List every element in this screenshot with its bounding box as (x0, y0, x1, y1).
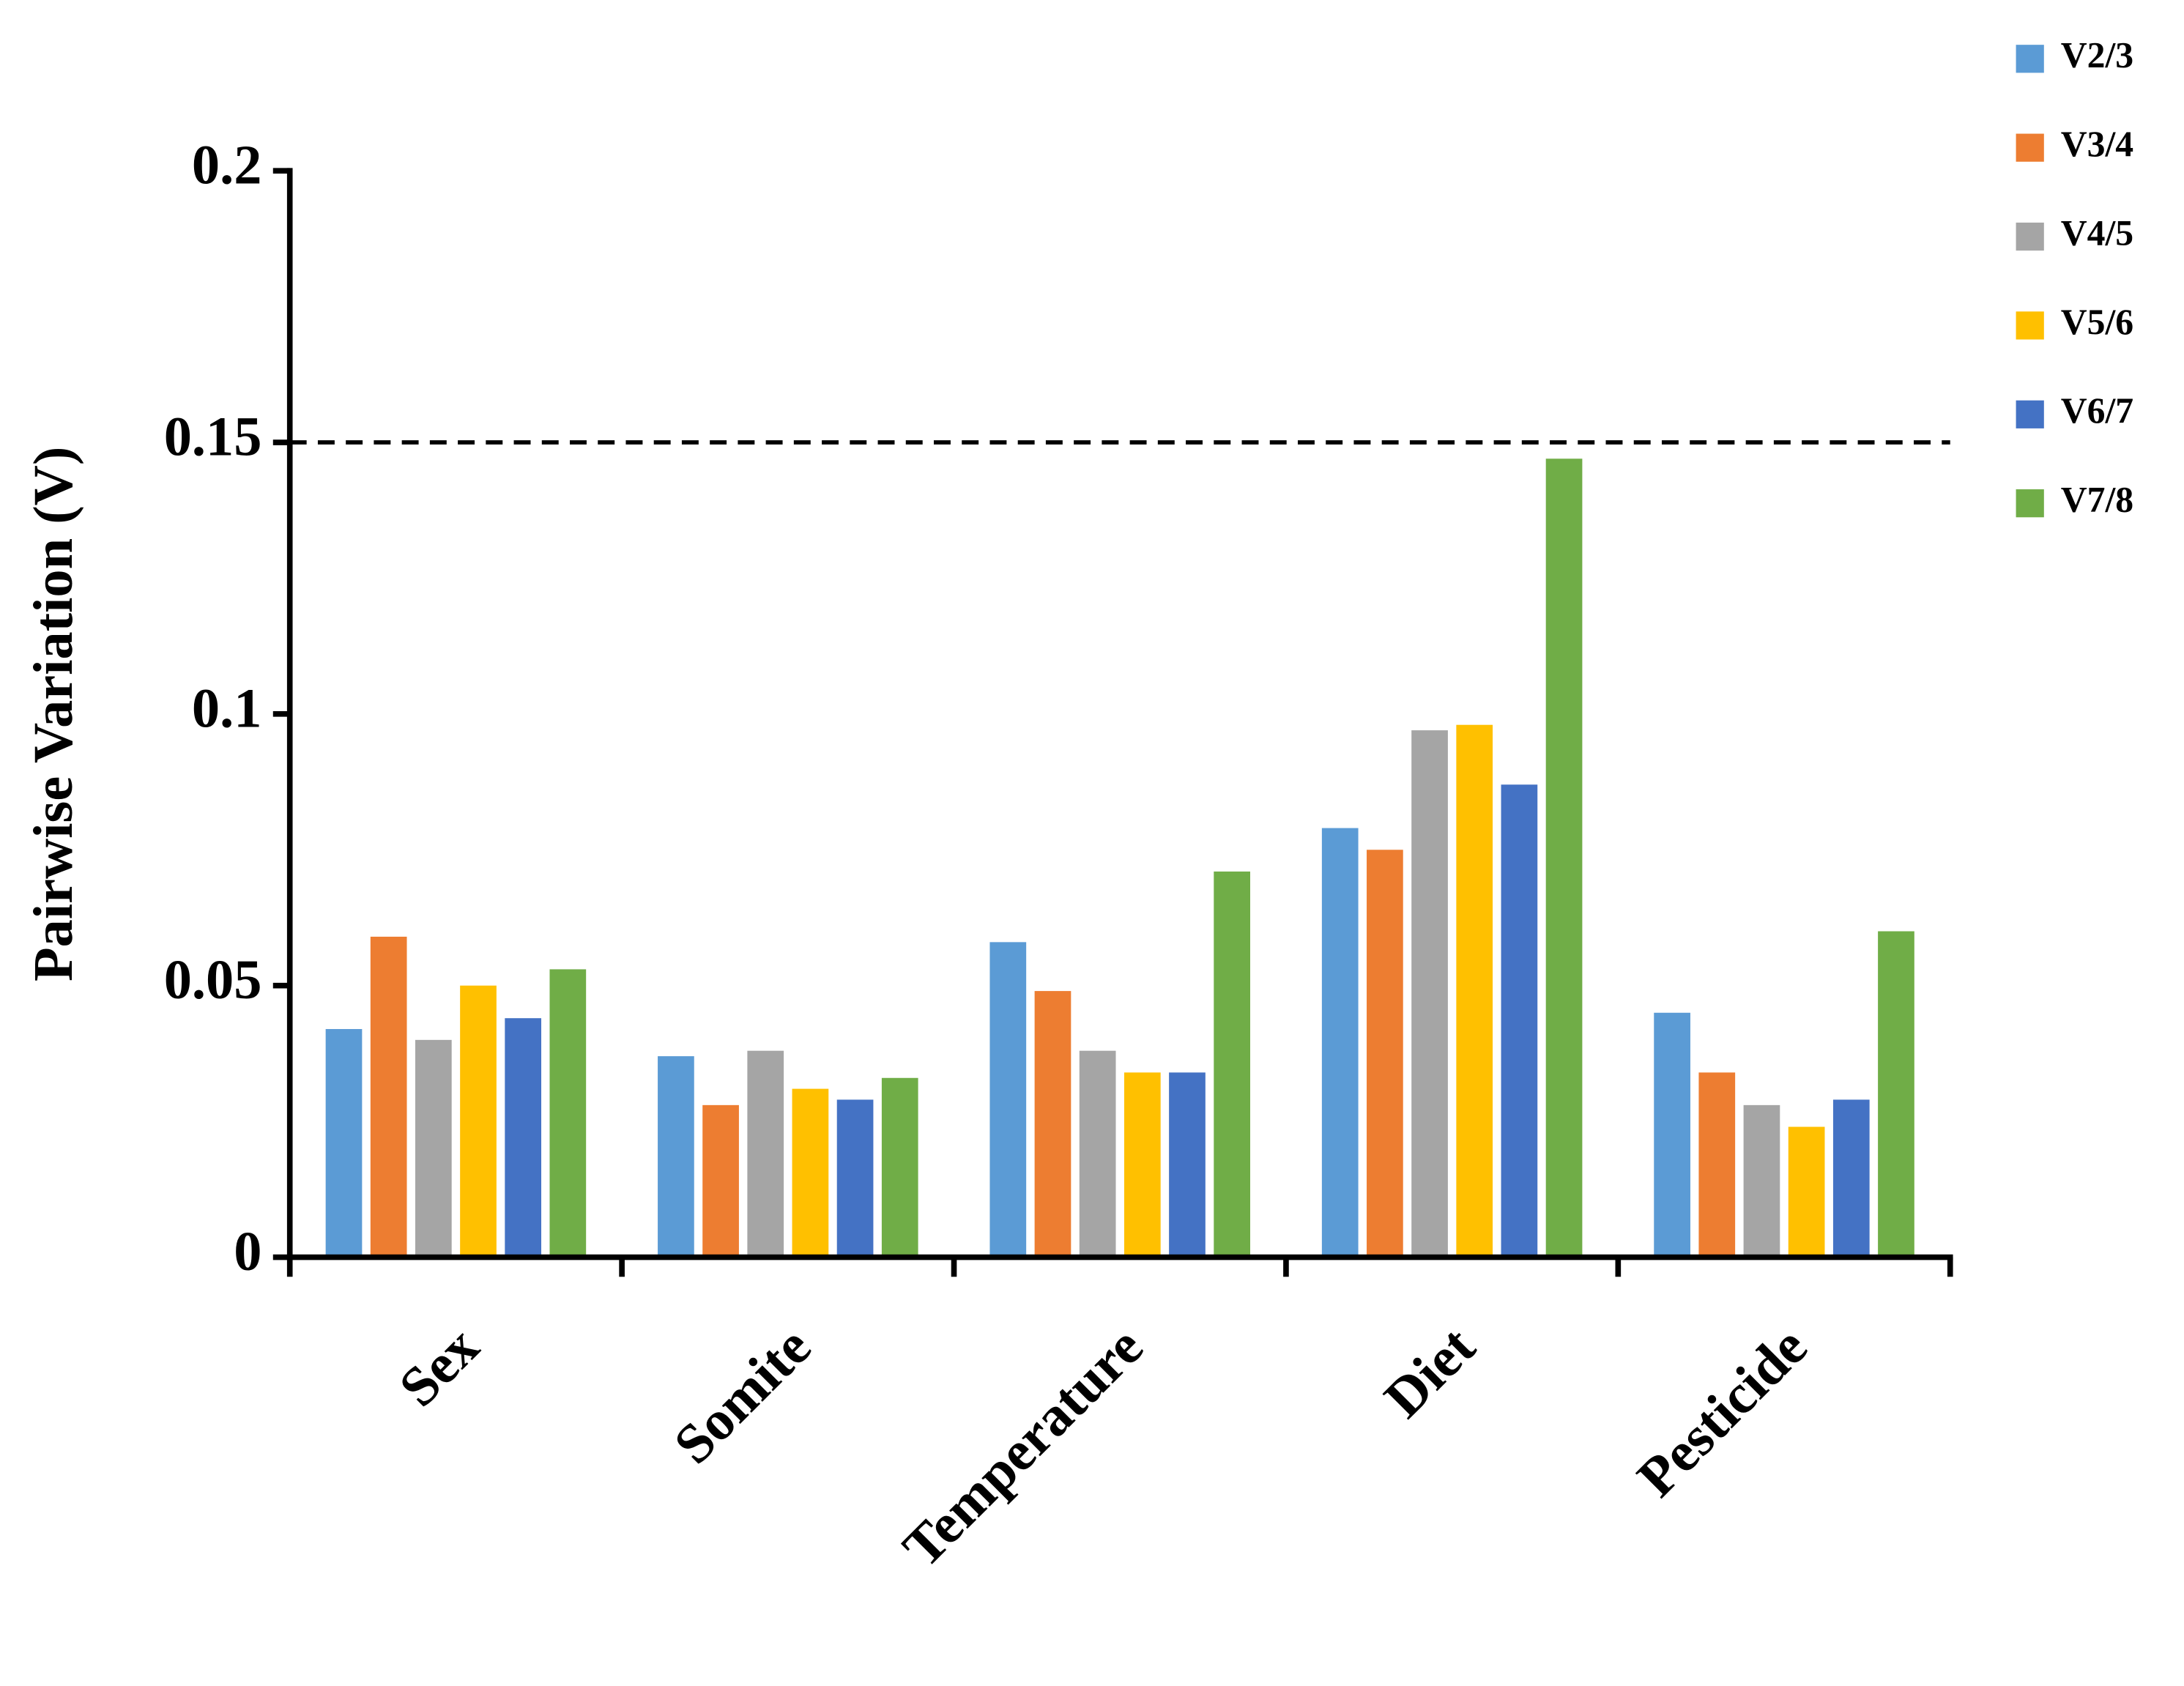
x-tick-label: Somite (662, 1315, 822, 1476)
bar (1698, 1072, 1736, 1258)
bar (702, 1104, 739, 1258)
legend-swatch (2016, 400, 2044, 428)
bar (1123, 1072, 1161, 1258)
bar (1788, 1126, 1825, 1258)
legend-swatch (2016, 45, 2044, 73)
bar (1079, 1050, 1116, 1258)
legend-label: V7/8 (2061, 480, 2133, 520)
bar (1034, 991, 1071, 1258)
bar (1878, 931, 1914, 1258)
legend-swatch (2016, 222, 2044, 251)
bar (325, 1029, 363, 1258)
bar (1832, 1099, 1870, 1258)
bar (1654, 1012, 1690, 1258)
bar (549, 969, 587, 1258)
legend-label: V6/7 (2061, 390, 2133, 431)
y-tick-label: 0 (234, 1220, 261, 1282)
bar (836, 1099, 874, 1258)
bar (1214, 871, 1250, 1258)
bar (1456, 724, 1493, 1258)
bar (460, 985, 497, 1258)
bar (1169, 1072, 1206, 1258)
bar (1501, 784, 1538, 1258)
bar (792, 1088, 829, 1258)
legend-swatch (2016, 133, 2044, 162)
bar (989, 942, 1027, 1258)
legend-label: V2/3 (2061, 35, 2133, 75)
bar (747, 1050, 784, 1258)
bar (1411, 730, 1448, 1258)
legend-swatch (2016, 311, 2044, 340)
bar (658, 1056, 694, 1258)
y-tick-label: 0.1 (192, 677, 262, 739)
y-tick-label: 0.2 (192, 134, 262, 196)
x-tick-label: Pesticide (1625, 1315, 1819, 1509)
bar (1545, 458, 1583, 1258)
legend-label: V5/6 (2061, 302, 2133, 342)
legend-label: V4/5 (2061, 212, 2133, 253)
x-tick-label: Diet (1373, 1315, 1487, 1430)
y-tick-label: 0.05 (164, 948, 262, 1011)
y-axis-label: Pairwise Variation (V) (22, 447, 84, 981)
bar (1367, 850, 1403, 1258)
y-tick-label: 0.15 (164, 406, 262, 468)
x-tick-label: Temperature (891, 1315, 1154, 1579)
bar (1743, 1104, 1780, 1258)
bar (1321, 828, 1359, 1258)
legend-label: V3/4 (2061, 124, 2133, 164)
bar (415, 1039, 452, 1258)
bar (370, 936, 407, 1258)
x-tick-label: Sex (387, 1315, 491, 1419)
legend-swatch (2016, 489, 2044, 518)
bar (881, 1077, 918, 1258)
bar (505, 1018, 542, 1258)
